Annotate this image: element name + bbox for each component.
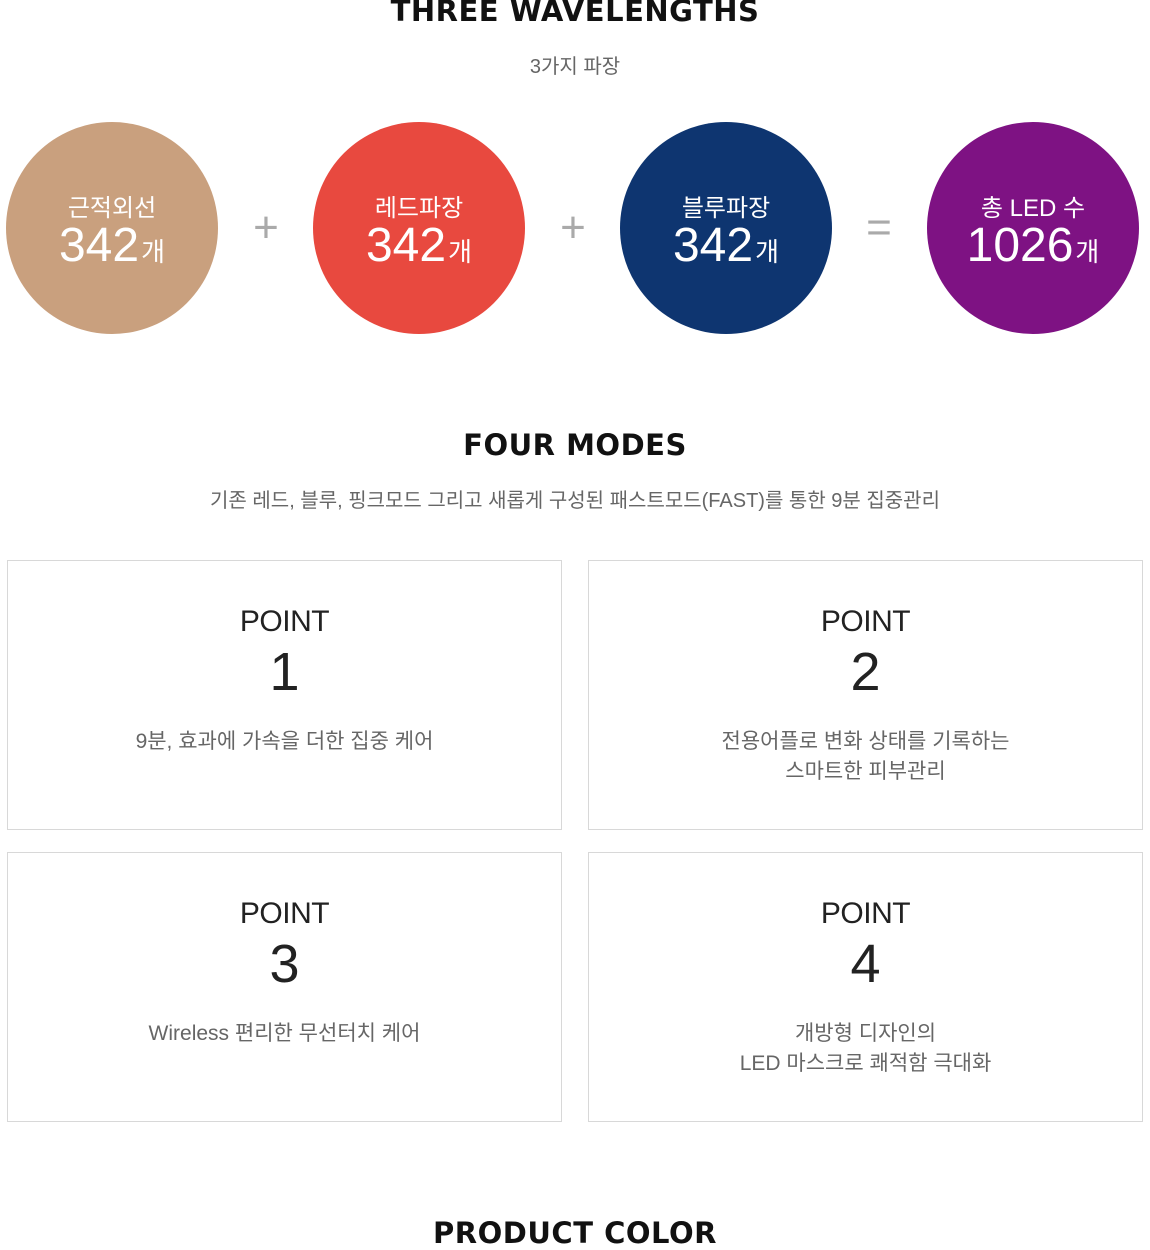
product-color-title: PRODUCT COLOR bbox=[433, 1216, 717, 1250]
point-description: 9분, 효과에 가속을 더한 집중 케어 bbox=[135, 730, 434, 753]
point-card-2: POINT 2 전용어플로 변화 상태를 기록하는 스마트한 피부관리 bbox=[588, 560, 1143, 830]
wavelengths-title: THREE WAVELENGTHS bbox=[390, 0, 760, 28]
circle-value: 342개 bbox=[672, 219, 779, 272]
point-number: 2 bbox=[850, 642, 881, 702]
equals-icon: = bbox=[866, 203, 892, 252]
point-card-1: POINT 1 9분, 효과에 가속을 더한 집중 케어 bbox=[7, 560, 562, 830]
point-label: POINT bbox=[820, 605, 911, 638]
point-card-3: POINT 3 Wireless 편리한 무선터치 케어 bbox=[7, 852, 562, 1122]
point-label: POINT bbox=[239, 897, 330, 930]
circle-label: 총 LED 수 bbox=[980, 195, 1086, 222]
circle-label: 레드파장 bbox=[374, 195, 464, 222]
circle-red: 레드파장 342개 bbox=[313, 122, 525, 334]
modes-title: FOUR MODES bbox=[463, 428, 687, 462]
point-description: 전용어플로 변화 상태를 기록하는 스마트한 피부관리 bbox=[721, 730, 1010, 783]
circle-label: 근적외선 bbox=[67, 195, 157, 222]
circle-total: 총 LED 수 1026개 bbox=[927, 122, 1139, 334]
point-label: POINT bbox=[239, 605, 330, 638]
point-description: Wireless 편리한 무선터치 케어 bbox=[148, 1022, 421, 1045]
point-number: 1 bbox=[269, 642, 300, 702]
wavelengths-subtitle: 3가지 파장 bbox=[529, 56, 621, 78]
plus-icon: + bbox=[560, 203, 586, 252]
point-number: 4 bbox=[850, 934, 881, 994]
point-number: 3 bbox=[269, 934, 300, 994]
circle-label: 블루파장 bbox=[681, 195, 771, 222]
point-card-4: POINT 4 개방형 디자인의 LED 마스크로 쾌적함 극대화 bbox=[588, 852, 1143, 1122]
point-description: 개방형 디자인의 LED 마스크로 쾌적함 극대화 bbox=[739, 1022, 992, 1075]
circle-blue: 블루파장 342개 bbox=[620, 122, 832, 334]
point-label: POINT bbox=[820, 897, 911, 930]
circle-value: 342개 bbox=[365, 219, 472, 272]
plus-icon: + bbox=[253, 203, 279, 252]
circle-value: 342개 bbox=[58, 219, 165, 272]
circle-value: 1026개 bbox=[966, 219, 1100, 272]
circle-near-infrared: 근적외선 342개 bbox=[6, 122, 218, 334]
modes-subtitle: 기존 레드, 블루, 핑크모드 그리고 새롭게 구성된 패스트모드(FAST)를… bbox=[210, 490, 940, 512]
